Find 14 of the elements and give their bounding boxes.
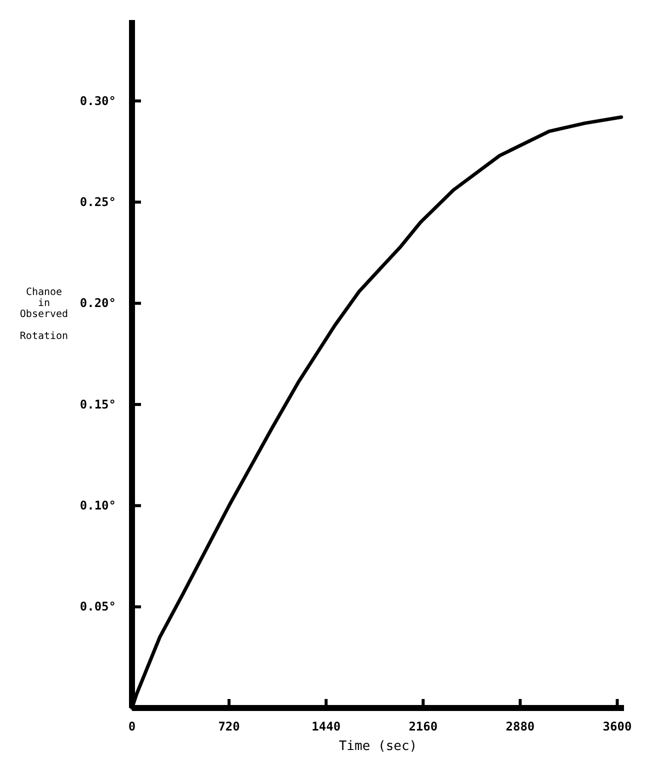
x-tick-label: 2880 — [506, 720, 535, 734]
y-tick-label: 0.05° — [80, 600, 116, 614]
y-tick-label: 0.10° — [80, 498, 116, 512]
y-tick-label: 0.30° — [80, 94, 116, 108]
y-axis-title: Chanoe in Observed Rotation — [20, 287, 68, 342]
y-tick-label: 0.20° — [80, 296, 116, 310]
y-tick-label: 0.15° — [80, 397, 116, 412]
x-tick-label: 720 — [218, 720, 240, 734]
x-tick-label: 3600 — [602, 720, 632, 734]
x-axis-title: Time (sec) — [338, 739, 418, 754]
x-tick-label: 0 — [128, 720, 136, 734]
y-tick-label: 0.25° — [80, 194, 116, 209]
x-tick-label: 1440 — [312, 720, 341, 734]
x-tick-label: 2160 — [408, 720, 438, 734]
